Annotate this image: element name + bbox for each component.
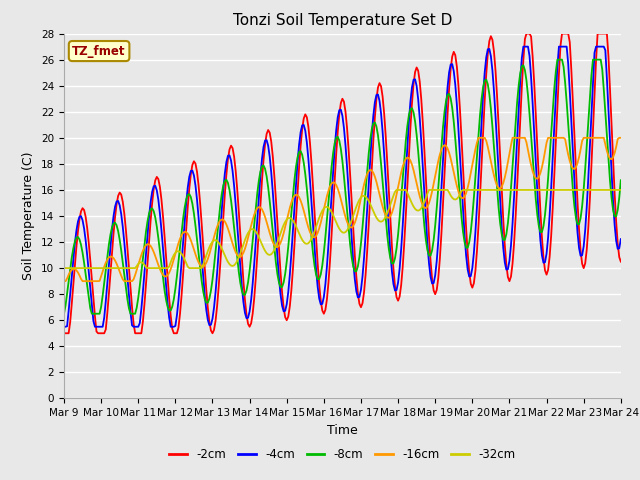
-32cm bbox=[164, 265, 172, 271]
-2cm bbox=[617, 259, 625, 264]
-32cm bbox=[617, 187, 625, 193]
-8cm bbox=[549, 107, 557, 112]
-4cm bbox=[76, 214, 83, 219]
-8cm bbox=[164, 304, 172, 310]
-32cm bbox=[397, 187, 405, 193]
-2cm bbox=[550, 173, 558, 179]
-32cm bbox=[393, 187, 401, 193]
-16cm bbox=[550, 135, 558, 141]
-16cm bbox=[164, 272, 172, 278]
-2cm bbox=[408, 100, 416, 106]
Line: -2cm: -2cm bbox=[64, 34, 621, 333]
Legend: -2cm, -4cm, -8cm, -16cm, -32cm: -2cm, -4cm, -8cm, -16cm, -32cm bbox=[164, 443, 520, 466]
-4cm bbox=[408, 84, 416, 90]
-4cm bbox=[617, 236, 625, 242]
-2cm bbox=[396, 294, 403, 300]
-16cm bbox=[617, 135, 625, 141]
-4cm bbox=[164, 301, 172, 307]
-2cm bbox=[523, 31, 531, 36]
-32cm bbox=[410, 204, 417, 209]
-2cm bbox=[377, 84, 385, 89]
Text: TZ_fmet: TZ_fmet bbox=[72, 45, 126, 58]
-32cm bbox=[377, 219, 385, 225]
-4cm bbox=[396, 266, 403, 272]
-32cm bbox=[76, 265, 83, 271]
-16cm bbox=[475, 135, 483, 141]
-4cm bbox=[550, 122, 558, 128]
Title: Tonzi Soil Temperature Set D: Tonzi Soil Temperature Set D bbox=[233, 13, 452, 28]
-16cm bbox=[377, 198, 385, 204]
X-axis label: Time: Time bbox=[327, 424, 358, 437]
Line: -8cm: -8cm bbox=[64, 60, 621, 314]
-8cm bbox=[60, 311, 68, 317]
Line: -4cm: -4cm bbox=[64, 47, 621, 327]
-8cm bbox=[76, 237, 83, 242]
-8cm bbox=[408, 105, 416, 111]
-16cm bbox=[408, 162, 416, 168]
Line: -32cm: -32cm bbox=[64, 190, 621, 268]
-4cm bbox=[520, 44, 527, 49]
-8cm bbox=[617, 178, 625, 183]
-8cm bbox=[377, 161, 385, 167]
-16cm bbox=[76, 273, 83, 278]
-32cm bbox=[550, 187, 558, 193]
-2cm bbox=[76, 216, 83, 222]
-16cm bbox=[396, 177, 403, 182]
-8cm bbox=[554, 57, 561, 62]
-32cm bbox=[60, 265, 68, 271]
Line: -16cm: -16cm bbox=[64, 138, 621, 281]
-16cm bbox=[60, 278, 68, 284]
-8cm bbox=[396, 215, 403, 220]
-4cm bbox=[60, 324, 68, 330]
-4cm bbox=[377, 111, 385, 117]
Y-axis label: Soil Temperature (C): Soil Temperature (C) bbox=[22, 152, 35, 280]
-2cm bbox=[164, 276, 172, 281]
-2cm bbox=[60, 330, 68, 336]
